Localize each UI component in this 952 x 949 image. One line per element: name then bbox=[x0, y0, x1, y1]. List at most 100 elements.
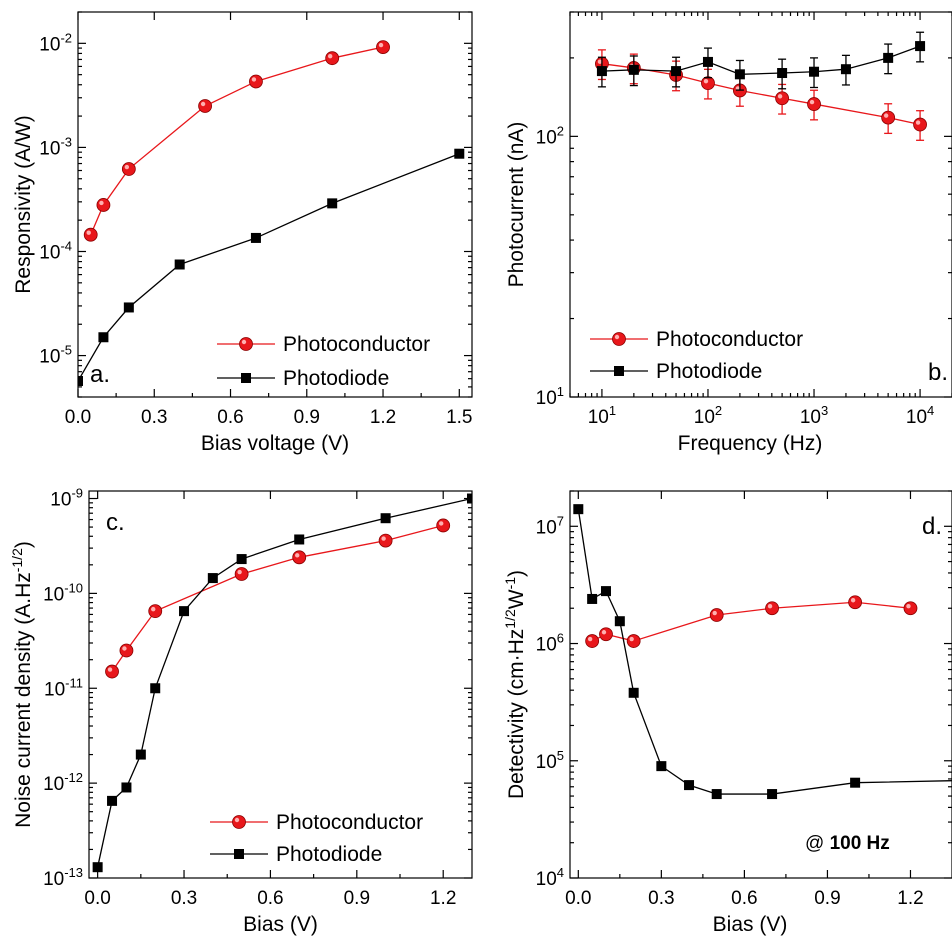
data-point-highlight bbox=[439, 521, 444, 526]
data-point-photodiode bbox=[734, 69, 745, 80]
panel-label: b. bbox=[928, 359, 948, 386]
data-point-photodiode bbox=[702, 56, 713, 67]
data-point-photoconductor bbox=[292, 550, 307, 565]
y-tick-label: 105 bbox=[536, 748, 564, 773]
data-point-photodiode bbox=[236, 554, 247, 565]
data-point-highlight bbox=[601, 630, 607, 635]
data-point-photoconductor bbox=[599, 627, 613, 642]
x-tick-label: 1.2 bbox=[430, 888, 456, 909]
y-axis-title: Responsivity (A/W) bbox=[12, 115, 35, 294]
data-point-photodiode bbox=[600, 586, 611, 597]
data-point-highlight bbox=[200, 101, 206, 107]
legend-marker-square bbox=[234, 849, 244, 859]
data-point-photodiode bbox=[467, 493, 472, 504]
annotation-frequency: @ 100 Hz bbox=[805, 833, 890, 854]
series-line-photoconductor bbox=[591, 601, 911, 642]
data-point-photodiode bbox=[107, 795, 118, 806]
data-point-highlight bbox=[629, 636, 634, 642]
x-tick-label: 0.6 bbox=[731, 888, 757, 909]
data-point-highlight bbox=[767, 604, 773, 609]
data-point-photoconductor bbox=[436, 518, 451, 533]
legend-marker-circle bbox=[239, 337, 253, 351]
data-point-photoconductor bbox=[105, 664, 119, 679]
x-tick-label: 0.0 bbox=[565, 888, 591, 909]
data-point-highlight bbox=[99, 200, 104, 206]
data-point-highlight bbox=[597, 59, 603, 64]
plot-frame bbox=[569, 490, 952, 879]
data-point-photodiode bbox=[767, 789, 778, 800]
data-point-photoconductor bbox=[848, 595, 863, 610]
data-point-photodiode bbox=[809, 66, 820, 77]
y-axis-title: Detectivity (cm·Hz1/2W-1) bbox=[502, 570, 528, 799]
data-point-photodiode bbox=[671, 66, 682, 77]
y-tick-label: 10-9 bbox=[50, 486, 83, 511]
data-point-photodiode bbox=[628, 64, 639, 75]
data-point-photoconductor bbox=[903, 601, 918, 616]
data-point-photodiode bbox=[92, 862, 103, 873]
y-tick-label: 10-10 bbox=[43, 580, 83, 605]
x-tick-label: 0.6 bbox=[217, 407, 243, 428]
legend: Photoconductor Photodiode bbox=[217, 333, 430, 390]
x-axis-title: Bias (V) bbox=[243, 913, 318, 936]
data-point-highlight bbox=[587, 636, 593, 642]
data-point-highlight bbox=[86, 230, 91, 235]
data-point-highlight bbox=[251, 77, 257, 82]
data-point-photoconductor bbox=[913, 117, 927, 132]
x-tick-label: 0.3 bbox=[648, 888, 674, 909]
data-point-highlight bbox=[883, 113, 889, 118]
plot-area bbox=[573, 504, 952, 800]
data-point-photodiode bbox=[327, 198, 338, 209]
y-tick-label: 10-2 bbox=[39, 30, 72, 55]
data-point-photodiode bbox=[250, 232, 261, 243]
data-point-photodiode bbox=[883, 52, 894, 63]
y-tick-label: 10-3 bbox=[39, 134, 72, 159]
data-point-photodiode bbox=[294, 534, 305, 545]
y-tick-label: 10-12 bbox=[43, 770, 83, 795]
legend-label: Photoconductor bbox=[656, 328, 803, 351]
data-point-photodiode bbox=[380, 513, 391, 524]
plot-frame bbox=[88, 490, 473, 879]
data-point-highlight bbox=[151, 606, 156, 612]
data-point-photodiode bbox=[135, 749, 146, 760]
legend-marker-square bbox=[614, 366, 624, 376]
data-point-highlight bbox=[237, 569, 242, 575]
series-line-photoconductor bbox=[601, 63, 921, 126]
data-point-highlight bbox=[712, 610, 717, 616]
data-point-photoconductor bbox=[121, 162, 136, 176]
y-tick-label: 101 bbox=[536, 384, 564, 409]
data-point-photoconductor bbox=[709, 608, 724, 622]
data-point-photodiode bbox=[207, 573, 218, 584]
legend-label: Photodiode bbox=[283, 367, 389, 390]
x-tick-label: 0.3 bbox=[141, 407, 167, 428]
data-point-highlight bbox=[809, 99, 815, 105]
data-point-photoconductor bbox=[585, 634, 600, 648]
data-point-highlight bbox=[906, 604, 911, 609]
legend-label: Photoconductor bbox=[283, 333, 430, 356]
legend-marker-square bbox=[241, 373, 251, 383]
x-tick-label: 104 bbox=[906, 403, 934, 428]
data-point-photodiode bbox=[98, 332, 109, 343]
data-point-photoconductor bbox=[249, 74, 263, 89]
x-tick-label: 103 bbox=[800, 403, 828, 428]
data-point-highlight bbox=[122, 646, 127, 651]
data-point-photoconductor bbox=[198, 99, 212, 113]
y-tick-label: 10-4 bbox=[39, 238, 72, 263]
data-point-highlight bbox=[378, 42, 384, 48]
x-tick-label: 0.0 bbox=[84, 888, 110, 909]
x-tick-label: 1.2 bbox=[897, 888, 923, 909]
x-tick-label: 0.3 bbox=[171, 888, 197, 909]
data-point-photodiode bbox=[656, 761, 667, 772]
data-point-photodiode bbox=[596, 66, 607, 77]
x-tick-label: 0.9 bbox=[294, 407, 320, 428]
data-point-photodiode bbox=[454, 148, 465, 159]
y-tick-label: 106 bbox=[536, 631, 564, 656]
plot-frame bbox=[77, 11, 473, 398]
legend-label: Photodiode bbox=[656, 360, 762, 383]
data-point-photoconductor bbox=[83, 227, 98, 242]
data-point-photodiode bbox=[150, 683, 161, 694]
x-tick-label: 1.5 bbox=[446, 407, 472, 428]
data-point-photoconductor bbox=[701, 76, 715, 91]
y-tick-label: 10-13 bbox=[43, 865, 83, 890]
y-tick-label: 102 bbox=[536, 123, 564, 148]
